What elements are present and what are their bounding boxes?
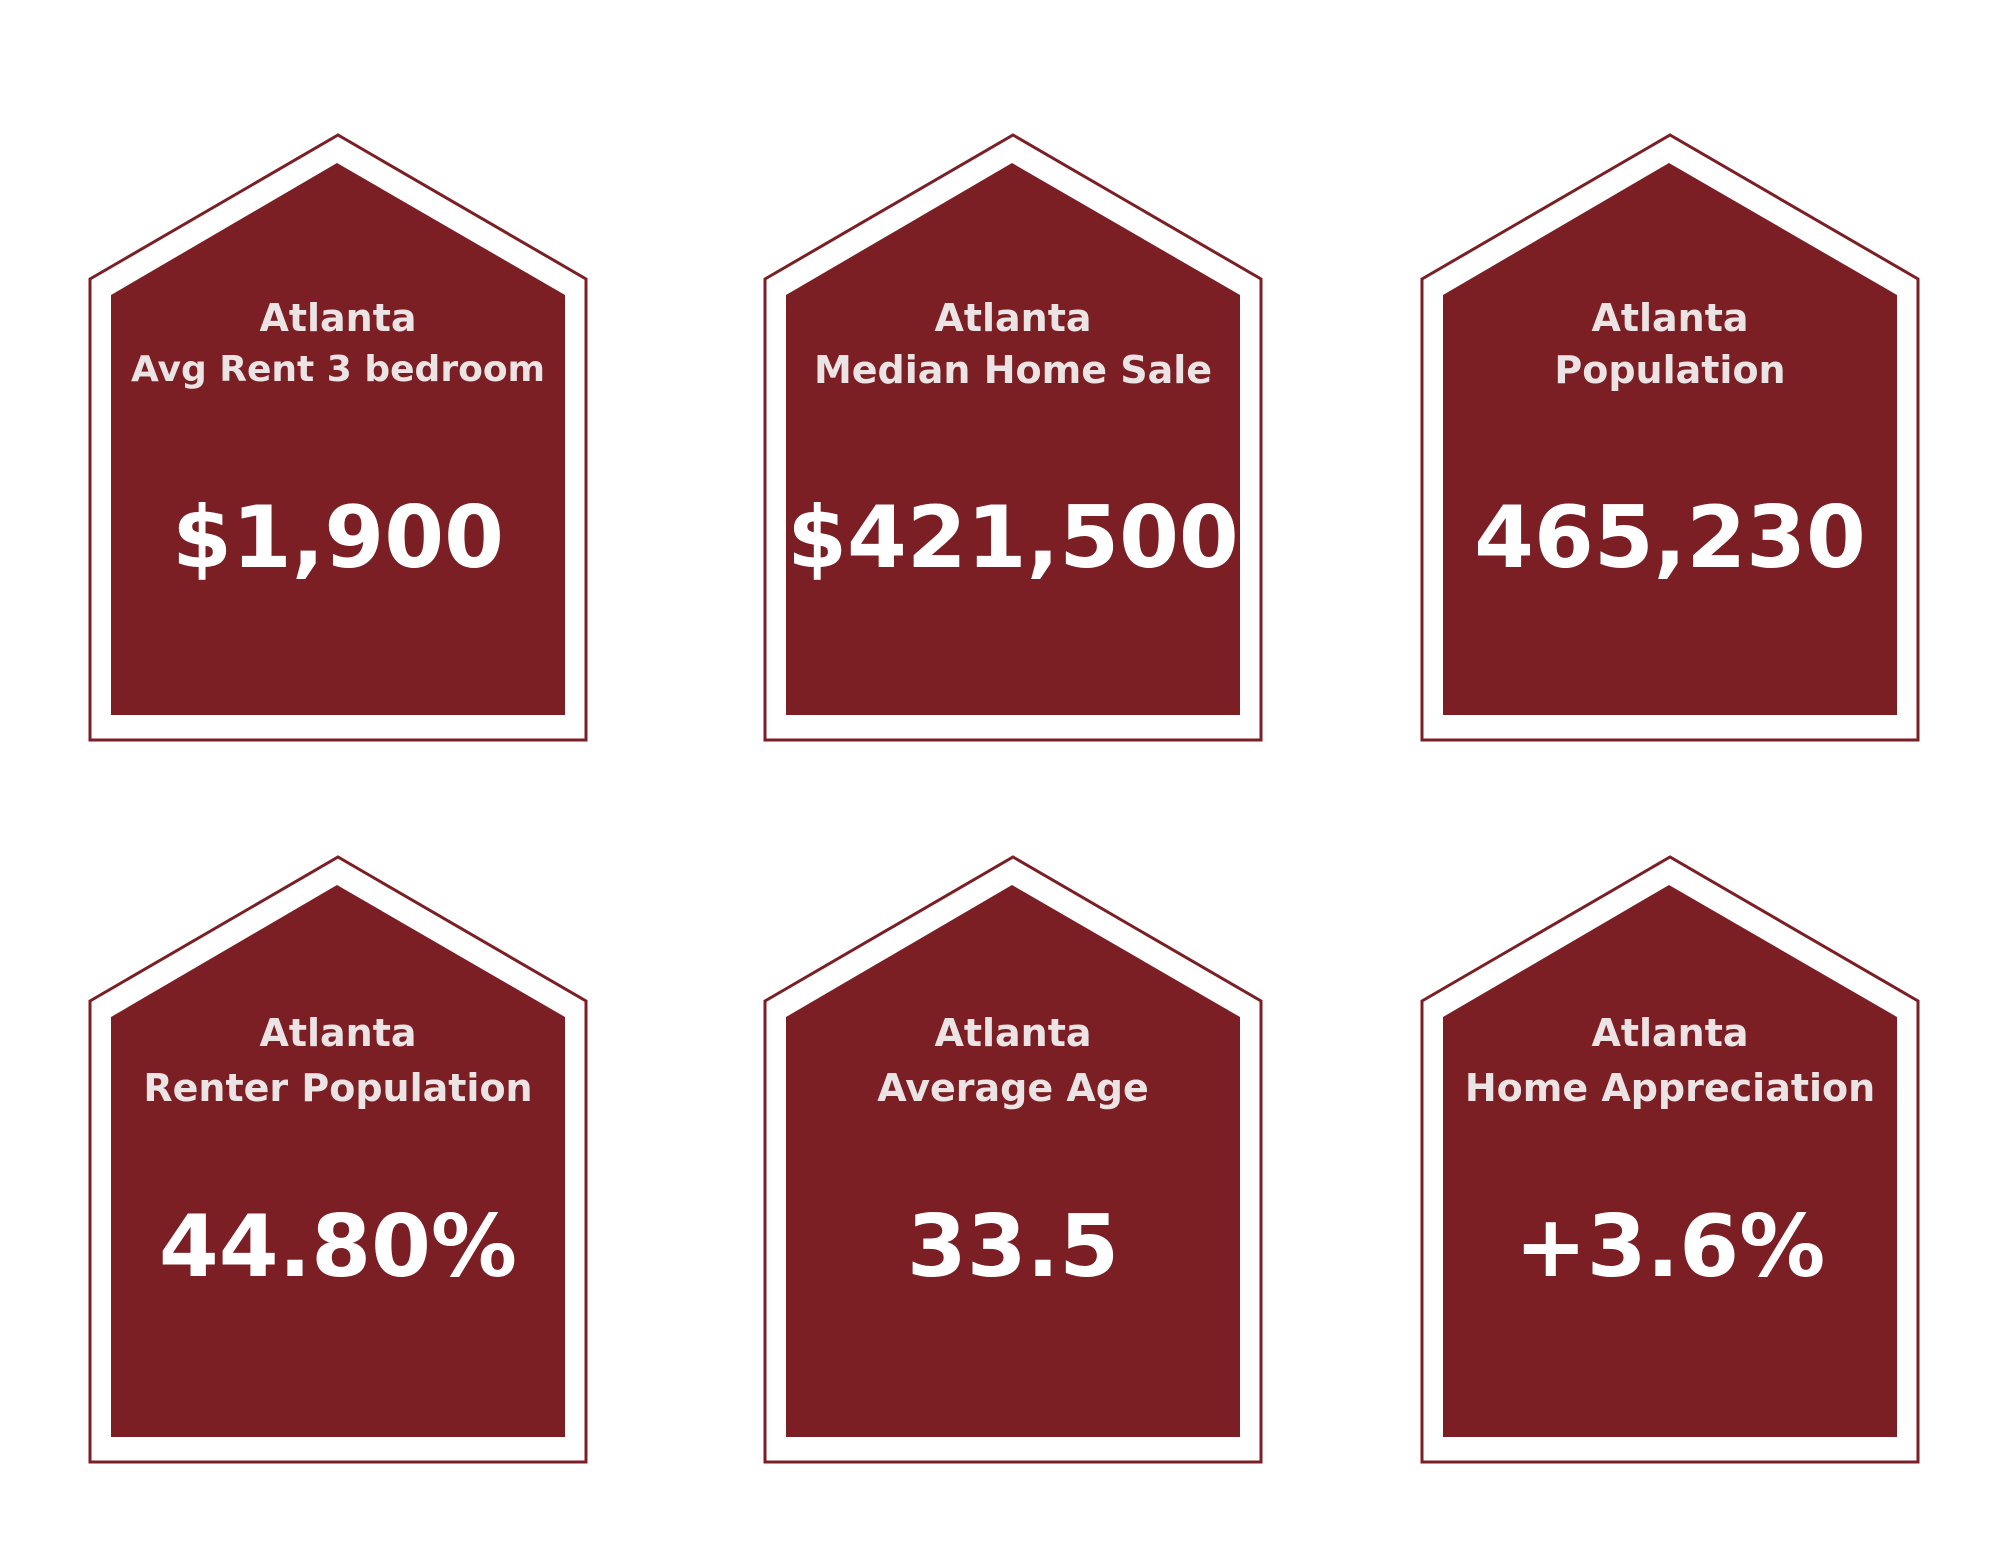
- card-metric-label: Population: [1554, 348, 1786, 392]
- card-metric-label: Home Appreciation: [1464, 1066, 1876, 1110]
- card-city: Atlanta: [934, 1011, 1092, 1055]
- card-metric-label: Avg Rent 3 bedroom: [130, 349, 546, 390]
- card-city: Atlanta: [259, 1011, 417, 1055]
- card-city: Atlanta: [1591, 296, 1749, 340]
- card-value: 44.80%: [158, 1197, 518, 1297]
- stat-card-avg-rent: Atlanta Avg Rent 3 bedroom $1,900: [88, 133, 588, 743]
- stat-card-median-home-sale: Atlanta Median Home Sale $421,500: [763, 133, 1263, 743]
- house-shape-icon: [763, 855, 1263, 1464]
- card-value: $1,900: [172, 488, 504, 588]
- card-city: Atlanta: [934, 296, 1092, 340]
- card-city: Atlanta: [259, 296, 417, 340]
- house-shape-icon: [763, 133, 1263, 742]
- house-shape-icon: [1420, 855, 1920, 1464]
- card-city: Atlanta: [1591, 1011, 1749, 1055]
- card-metric-label: Renter Population: [143, 1066, 533, 1110]
- card-metric-label: Average Age: [877, 1066, 1149, 1110]
- stat-card-renter-population: Atlanta Renter Population 44.80%: [88, 855, 588, 1465]
- house-shape-icon: [88, 133, 588, 742]
- card-value: +3.6%: [1514, 1197, 1826, 1297]
- card-metric-label: Median Home Sale: [813, 348, 1213, 392]
- card-value: 465,230: [1474, 488, 1866, 588]
- stat-card-home-appreciation: Atlanta Home Appreciation +3.6%: [1420, 855, 1920, 1465]
- house-shape-icon: [1420, 133, 1920, 742]
- card-value: $421,500: [787, 488, 1239, 588]
- stat-card-population: Atlanta Population 465,230: [1420, 133, 1920, 743]
- card-value: 33.5: [906, 1197, 1120, 1297]
- stat-card-average-age: Atlanta Average Age 33.5: [763, 855, 1263, 1465]
- house-shape-icon: [88, 855, 588, 1464]
